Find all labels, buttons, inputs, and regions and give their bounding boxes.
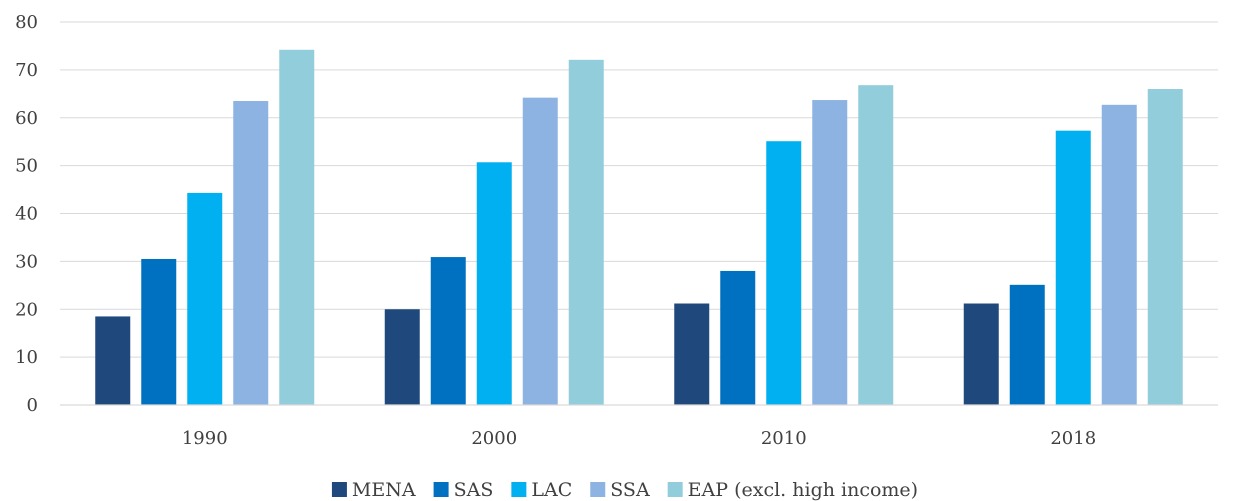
- bar-mena-2018: [963, 303, 999, 405]
- bar-sas-2000: [430, 257, 466, 405]
- x-tick-label: 1990: [182, 428, 228, 449]
- x-tick-label: 2010: [761, 428, 807, 449]
- legend-swatch: [667, 482, 683, 497]
- legend-label: EAP (excl. high income): [688, 479, 918, 501]
- y-tick-label: 0: [27, 395, 38, 416]
- x-tick-label: 2000: [471, 428, 517, 449]
- y-tick-label: 30: [15, 251, 38, 272]
- legend-swatch: [433, 482, 449, 497]
- bar-ssa-2010: [812, 100, 848, 405]
- bar-sas-2010: [720, 270, 756, 405]
- y-tick-label: 10: [15, 347, 38, 368]
- y-tick-label: 40: [15, 204, 38, 225]
- y-tick-label: 50: [15, 156, 38, 177]
- legend-label: LAC: [531, 479, 572, 501]
- bar-ssa-2000: [522, 97, 558, 405]
- legend-item-mena: MENA: [331, 479, 416, 501]
- x-axis-ticks: 1990 2000 2010 2018: [182, 428, 1096, 449]
- y-tick-label: 20: [15, 299, 38, 320]
- bar-ssa-1990: [233, 100, 269, 406]
- bar-mena-2000: [384, 309, 420, 405]
- legend-item-eap: EAP (excl. high income): [667, 479, 918, 501]
- legend-swatch: [511, 482, 527, 497]
- bars: [95, 49, 1183, 406]
- legend-label: MENA: [352, 479, 416, 501]
- bar-mena-1990: [95, 316, 131, 405]
- y-tick-label: 80: [15, 12, 38, 33]
- bar-lac-2010: [766, 141, 802, 406]
- bar-ssa-2018: [1101, 104, 1137, 405]
- x-tick-label: 2018: [1050, 428, 1096, 449]
- legend-swatch: [331, 482, 347, 497]
- y-tick-label: 70: [15, 60, 38, 81]
- bar-eap-2018: [1147, 89, 1183, 406]
- legend-swatch: [590, 482, 606, 497]
- legend: MENA SAS LAC SSA EAP (excl. high income): [331, 479, 918, 501]
- bar-sas-1990: [141, 258, 177, 405]
- legend-item-ssa: SSA: [590, 479, 650, 501]
- legend-label: SSA: [610, 479, 650, 501]
- bar-mena-2010: [674, 303, 710, 405]
- bar-eap-1990: [279, 49, 315, 406]
- bar-lac-1990: [187, 192, 223, 405]
- bar-lac-2018: [1055, 130, 1091, 405]
- legend-item-lac: LAC: [511, 479, 572, 501]
- bar-eap-2000: [568, 59, 604, 405]
- legend-label: SAS: [454, 479, 494, 501]
- bar-eap-2010: [858, 85, 894, 405]
- bar-sas-2018: [1009, 284, 1045, 405]
- y-axis-ticks: 0 10 20 30 40 50 60 70 80: [15, 12, 38, 416]
- bar-lac-2000: [476, 162, 512, 405]
- y-tick-label: 60: [15, 108, 38, 129]
- legend-item-sas: SAS: [433, 479, 494, 501]
